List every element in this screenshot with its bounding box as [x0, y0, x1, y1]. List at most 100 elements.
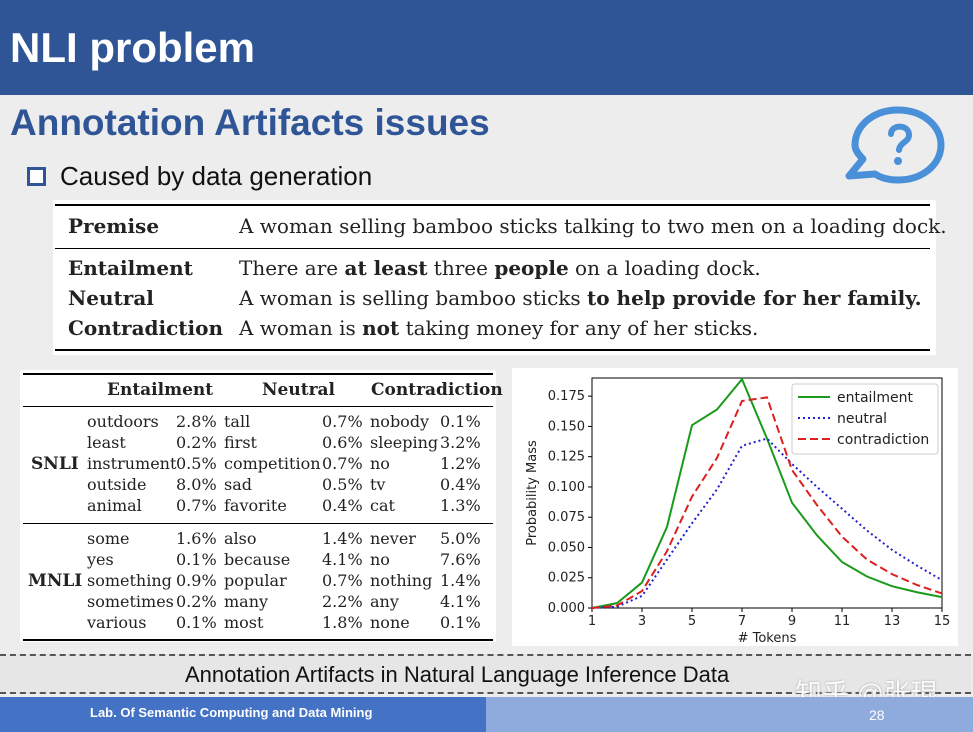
y-tick-label: 0.075 — [548, 510, 585, 525]
table-cell-word: some — [87, 529, 130, 548]
x-tick-label: 11 — [834, 614, 851, 629]
table-cell-word: none — [370, 613, 410, 632]
table-cell-word: instrument — [87, 454, 177, 473]
table-cell-percent: 1.8% — [322, 613, 363, 632]
table-cell-word: sleeping — [370, 433, 439, 452]
table-cell-percent: 0.5% — [176, 454, 217, 473]
table-cell-word: no — [370, 550, 390, 569]
table-cell-word: any — [370, 592, 399, 611]
table-rule — [23, 523, 493, 524]
table-cell-percent: 7.6% — [440, 550, 481, 569]
table-cell-percent: 0.7% — [322, 412, 363, 431]
x-tick-label: 13 — [884, 614, 901, 629]
table-cell-word: no — [370, 454, 390, 473]
example-table: Premise A woman selling bamboo sticks ta… — [53, 200, 947, 355]
legend-label-entailment: entailment — [837, 390, 913, 406]
table-cell-word: never — [370, 529, 416, 548]
x-tick-label: 3 — [638, 614, 646, 629]
table-cell-percent: 2.2% — [322, 592, 363, 611]
table-cell-word: outside — [87, 475, 147, 494]
table-cell-percent: 2.8% — [176, 412, 217, 431]
legend-label-neutral: neutral — [837, 411, 887, 427]
table-cell-percent: 0.7% — [322, 454, 363, 473]
table-cell-percent: 5.0% — [440, 529, 481, 548]
table-rule — [55, 248, 930, 249]
table-cell-percent: 0.4% — [322, 496, 363, 515]
table-cell-word: nothing — [370, 571, 433, 590]
premise-label: Premise — [68, 214, 160, 238]
table-cell-percent: 0.7% — [176, 496, 217, 515]
table-cell-word: cat — [370, 496, 395, 515]
table-cell-percent: 1.2% — [440, 454, 481, 473]
y-axis-label: Probability Mass — [525, 440, 540, 546]
bullet-text: Caused by data generation — [60, 161, 373, 191]
premise-text: A woman selling bamboo sticks talking to… — [239, 214, 947, 238]
series-line-contradiction — [591, 396, 943, 609]
table-cell-word: sometimes — [87, 592, 174, 611]
slide-title: NLI problem — [10, 24, 256, 71]
header-entailment: Entailment — [107, 380, 214, 400]
table-cell-word: yes — [87, 550, 114, 569]
table-cell-percent: 0.2% — [176, 433, 217, 452]
table-cell-word: least — [87, 433, 126, 452]
table-rule — [23, 639, 493, 641]
x-tick-label: 1 — [588, 614, 596, 629]
y-tick-label: 0.175 — [548, 389, 585, 404]
table-cell-percent: 8.0% — [176, 475, 217, 494]
table-cell-percent: 0.5% — [322, 475, 363, 494]
series-line-entailment — [591, 377, 943, 609]
table-cell-word: many — [224, 592, 269, 611]
table-cell-percent: 3.2% — [440, 433, 481, 452]
bullet-square-icon — [27, 167, 46, 186]
table-cell-percent: 0.2% — [176, 592, 217, 611]
slide-subtitle: Annotation Artifacts issues — [10, 102, 490, 143]
table-cell-word: nobody — [370, 412, 430, 431]
table-cell-percent: 0.1% — [176, 550, 217, 569]
y-tick-label: 0.150 — [548, 419, 585, 434]
table-rule — [23, 373, 493, 375]
x-tick-label: 15 — [934, 614, 951, 629]
x-tick-label: 9 — [788, 614, 796, 629]
table-cell-percent: 0.1% — [440, 412, 481, 431]
artifacts-table: Entailment Neutral Contradiction SNLI MN… — [20, 370, 503, 642]
token-length-chart: 1 3 5 7 9 11 13 15 0.000 0.025 0.050 0.075 0.100 0.12… — [512, 368, 958, 646]
table-cell-percent: 0.1% — [176, 613, 217, 632]
footer-lab-name: Lab. Of Semantic Computing and Data Mini… — [90, 705, 373, 720]
contradiction-text: A woman is not taking money for any of h… — [239, 316, 759, 340]
table-cell-word: competition — [224, 454, 321, 473]
entailment-text: There are at least three people on a loa… — [239, 256, 761, 280]
table-cell-word: something — [87, 571, 172, 590]
table-cell-word: because — [224, 550, 291, 569]
table-cell-percent: 0.4% — [440, 475, 481, 494]
table-cell-percent: 0.9% — [176, 571, 217, 590]
y-tick-label: 0.025 — [548, 571, 585, 586]
table-cell-word: also — [224, 529, 257, 548]
table-cell-word: tall — [224, 412, 251, 431]
table-cell-percent: 0.1% — [440, 613, 481, 632]
x-tick-label: 5 — [688, 614, 696, 629]
table-cell-percent: 1.4% — [322, 529, 363, 548]
table-cell-percent: 0.7% — [322, 571, 363, 590]
footer-bar-left — [0, 697, 486, 732]
title-bar — [0, 0, 973, 95]
y-tick-label: 0.100 — [548, 480, 585, 495]
table-cell-percent: 1.3% — [440, 496, 481, 515]
dataset-label-mnli: MNLI — [28, 571, 83, 591]
table-cell-word: most — [224, 613, 264, 632]
table-rule — [23, 406, 493, 407]
table-cell-word: first — [224, 433, 257, 452]
caption-text: Annotation Artifacts in Natural Language… — [185, 662, 730, 687]
dataset-label-snli: SNLI — [31, 454, 79, 474]
y-tick-label: 0.000 — [548, 601, 585, 616]
caption-box — [0, 654, 971, 694]
line-chart: 1 3 5 7 9 11 13 150.0000.0250.0500.0750.1000.12… — [525, 377, 951, 646]
table-rule — [55, 349, 930, 351]
neutral-text: A woman is selling bamboo sticks to help… — [239, 286, 922, 310]
table-cell-word: tv — [370, 475, 386, 494]
table-cell-percent: 4.1% — [440, 592, 481, 611]
contradiction-label: Contradiction — [68, 316, 224, 340]
table-cell-percent: 0.6% — [322, 433, 363, 452]
table-cell-word: favorite — [224, 496, 287, 515]
chat-bubble-question-icon — [845, 106, 945, 184]
y-tick-label: 0.125 — [548, 450, 585, 465]
